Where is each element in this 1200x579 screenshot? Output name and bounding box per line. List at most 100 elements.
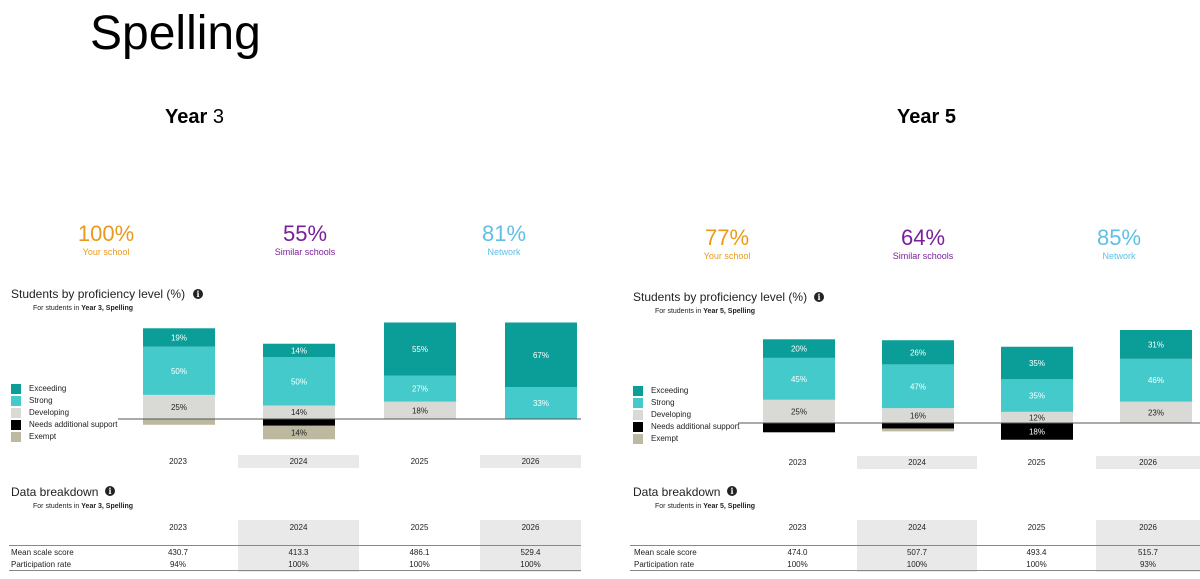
cell: 100% [1026,560,1047,569]
bar-segment-developing [1120,401,1192,423]
table-header: 2023 [788,523,807,532]
cell: 529.4 [520,548,541,557]
table-header: 2026 [521,523,540,532]
info-icon[interactable]: i [814,292,824,302]
chart-title: Students by proficiency level (%) [11,287,186,301]
bar-value-label: 31% [1148,340,1164,349]
panel-heading-bold: Year [165,106,208,128]
bar-segment-developing [143,394,215,419]
panel-heading-rest: 3 [212,106,224,128]
table-column-shade [1096,520,1200,572]
table-header: 2026 [1139,523,1157,532]
bar-value-label: 55% [412,345,428,354]
legend-item-strong: Strong [11,395,118,407]
bar-segment-developing [882,408,954,423]
info-icon[interactable]: i [727,486,737,496]
cell: 93% [1139,560,1156,569]
info-icon[interactable]: i [105,486,115,496]
row-label: Participation rate [634,560,695,569]
table-divider [9,545,581,546]
chart-note: For students in Year 5, Spelling [655,308,756,315]
cell: 493.4 [1026,548,1047,557]
cell: 413.3 [288,548,309,557]
breakdown-title: Data breakdown [633,485,721,499]
breakdown-title: Data breakdown [11,485,99,499]
legend-item-developing: Developing [11,407,118,419]
bar-value-label: 25% [791,407,807,416]
table-header: 2025 [410,523,429,532]
legend-item-exceeding: Exceeding [11,383,118,395]
bar-value-label: 12% [1029,413,1045,422]
kpi-network-label: Network [487,247,521,257]
bar-segment-exempt [882,428,954,432]
year-label: 2023 [788,458,807,467]
year-label: 2026 [480,455,581,468]
bar-value-label: 50% [291,377,307,386]
table-divider [630,545,1200,546]
year-label: 2023 [169,457,187,466]
row-label: Mean scale score [634,548,697,557]
bar-segment-developing [763,399,835,423]
legend-item-strong: Strong [633,397,740,409]
cell: 474.0 [787,548,808,557]
table-header: 2024 [289,523,308,532]
kpi-your-school-label: Your school [703,251,751,261]
cell: 100% [288,560,309,569]
cell: 515.7 [1137,548,1159,557]
legend-item-exempt: Exempt [11,431,118,443]
kpi-network-value: 81% [481,221,527,246]
info-icon[interactable]: i [193,289,203,299]
cell: 94% [169,560,186,569]
chart-title: Students by proficiency level (%) [633,290,808,304]
table-header: 2023 [169,523,187,532]
bar-segment-exceeding [882,340,954,365]
kpi-your-school-value: 77% [704,225,750,250]
table-column-shade [238,520,359,572]
bar-value-label: 23% [1148,408,1164,417]
bar-value-label: 20% [791,345,807,354]
breakdown-note: For students in Year 5, Spelling [655,503,756,510]
cell: 100% [409,560,430,569]
bar-segment-strong [1001,379,1073,412]
year-label: 2024 [857,456,977,469]
legend-item-developing: Developing [633,409,740,421]
panel-heading-year-3: Year 3 [165,104,224,130]
table-divider [630,570,1200,571]
bar-segment-exceeding [143,328,215,347]
bar-value-label: 35% [1029,359,1045,368]
year-label: 2025 [1027,458,1046,467]
bar-segment-exempt [263,425,335,440]
bar-value-label: 18% [412,406,428,415]
year-label: 2024 [238,455,359,468]
legend: Exceeding Strong Developing Needs additi… [11,383,118,443]
panel-heading-bold: Year 5 [897,106,956,128]
year-label: 2026 [1096,456,1200,469]
cell: 486.1 [409,548,430,557]
bar-segment-strong [143,346,215,395]
kpi-similar-schools-value: 55% [282,221,328,246]
bar-value-label: 14% [291,429,307,438]
legend-item-exempt: Exempt [633,433,740,445]
bar-value-label: 35% [1029,392,1045,401]
kpi-network-label: Network [1102,251,1136,261]
bar-segment-needs-support [1001,423,1073,440]
proficiency-chart-year-3: 25% 50% 19% 14% 50% 14% 14% 18% 27% 55% 33% 67% [118,322,581,440]
breakdown-note: For students in Year 3, Spelling [33,503,134,510]
bar-segment-needs-support [882,423,954,429]
bar-value-label: 16% [910,412,926,421]
bar-segment-strong [763,357,835,400]
bar-segment-strong [505,387,577,419]
bar-value-label: 27% [412,385,428,394]
table-divider [9,570,581,571]
bar-segment-developing [263,405,335,419]
bar-segment-developing [384,401,456,419]
bar-segment-exceeding [263,343,335,358]
bar-segment-needs-support [763,423,835,433]
page-title: Spelling [90,7,261,60]
kpi-similar-schools-label: Similar schools [892,251,954,261]
legend-item-needs-support: Needs additional support [633,421,740,433]
year-label: 2025 [410,457,429,466]
kpi-similar-schools-label: Similar schools [274,247,336,257]
bar-value-label: 47% [910,382,926,391]
kpi-your-school-label: Your school [82,247,130,257]
